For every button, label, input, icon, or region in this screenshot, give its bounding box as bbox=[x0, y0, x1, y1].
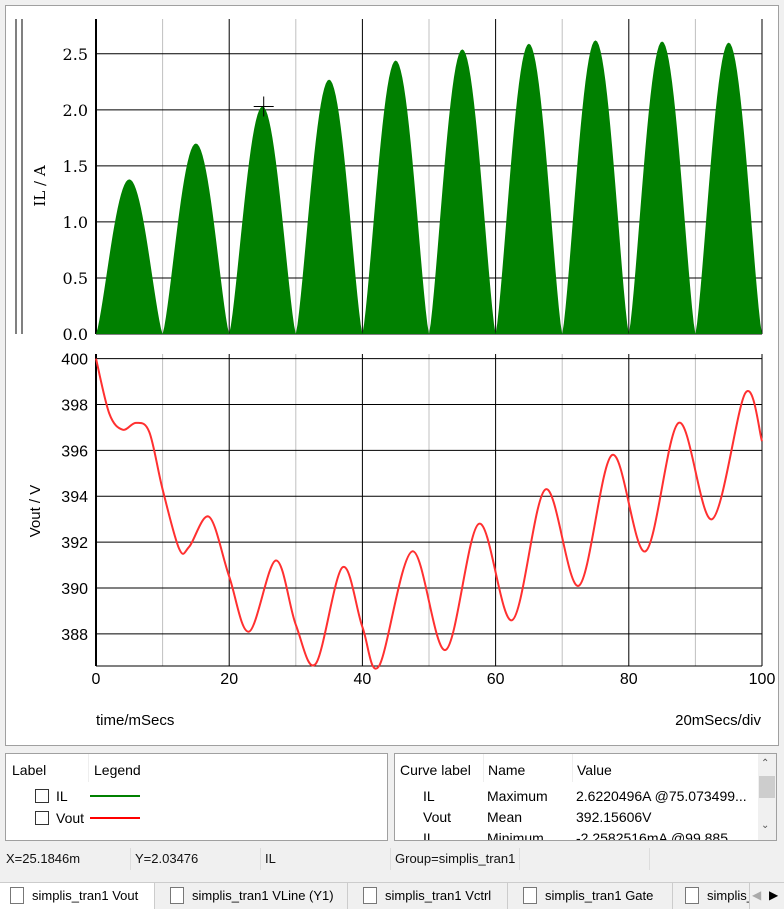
scroll-down-icon[interactable]: ⌄ bbox=[761, 820, 770, 831]
tab-vline[interactable]: simplis_tran1 VLine (Y1) bbox=[160, 883, 348, 909]
measure-name: Maximum bbox=[487, 788, 548, 804]
il-current-hump bbox=[429, 49, 496, 334]
tab-label: simplis_ bbox=[707, 888, 750, 903]
tab-label: simplis_tran1 Vout bbox=[32, 888, 139, 903]
x-tick-label: 20 bbox=[220, 671, 238, 688]
measure-scrollbar[interactable]: ⌃ ⌄ bbox=[758, 754, 776, 840]
legend-panel: Label Legend IL Vout bbox=[5, 753, 388, 841]
y-tick-label: 1.5 bbox=[63, 157, 88, 176]
tab-bar: simplis_tran1 Vout simplis_tran1 VLine (… bbox=[0, 882, 784, 909]
il-current-hump bbox=[628, 41, 696, 334]
il-current-hump bbox=[695, 42, 762, 335]
measure-header-curve: Curve label bbox=[400, 762, 471, 778]
x-tick-label: 100 bbox=[749, 671, 776, 688]
checkbox-vout[interactable] bbox=[35, 811, 49, 825]
tab-gate[interactable]: simplis_tran1 Gate bbox=[513, 883, 673, 909]
y-tick-label: 394 bbox=[61, 489, 88, 506]
measure-name: Minimum bbox=[487, 830, 544, 841]
status-x: X=25.1846m bbox=[6, 851, 81, 866]
y-tick-label: 1.0 bbox=[63, 213, 88, 232]
scroll-up-icon[interactable]: ⌃ bbox=[761, 758, 770, 769]
legend-header-legend: Legend bbox=[94, 762, 141, 778]
waveform-icon bbox=[170, 887, 184, 904]
legend-swatch-il bbox=[90, 795, 140, 797]
y-tick-label: 396 bbox=[61, 443, 88, 460]
y-tick-label: 388 bbox=[61, 627, 88, 644]
tab-scroll-right-icon[interactable]: ▶ bbox=[769, 888, 779, 902]
measure-value: 392.15606V bbox=[576, 809, 652, 825]
x-axis-label: time/mSecs bbox=[96, 712, 174, 729]
il-current-hump bbox=[162, 143, 230, 334]
x-div-label: 20mSecs/div bbox=[675, 712, 761, 729]
x-tick-label: 60 bbox=[487, 671, 505, 688]
x-tick-label: 80 bbox=[620, 671, 638, 688]
legend-swatch-vout bbox=[90, 817, 140, 819]
measure-name: Mean bbox=[487, 809, 523, 825]
y-tick-label: 390 bbox=[61, 581, 88, 598]
y-axis-label-vout: Vout / V bbox=[27, 485, 44, 538]
y-tick-label: 2.0 bbox=[63, 101, 88, 120]
il-current-hump bbox=[562, 40, 629, 334]
vout-curve bbox=[95, 358, 763, 670]
waveform-icon bbox=[10, 887, 24, 904]
waveform-icon bbox=[523, 887, 537, 904]
status-curve: IL bbox=[265, 851, 276, 866]
waveform-icon bbox=[685, 887, 699, 904]
waveform-icon bbox=[363, 887, 377, 904]
measure-curve: Vout bbox=[423, 809, 452, 825]
x-tick-label: 40 bbox=[354, 671, 372, 688]
legend-label-il: IL bbox=[56, 788, 68, 804]
legend-header-label: Label bbox=[12, 762, 47, 778]
y-tick-label: 400 bbox=[61, 352, 88, 369]
scroll-thumb[interactable] bbox=[759, 776, 775, 798]
y-axis-label-il: IL / A bbox=[31, 165, 49, 206]
il-current-hump bbox=[495, 43, 563, 335]
tab-scroll-left-icon[interactable]: ◀ bbox=[752, 888, 762, 902]
y-tick-label: 2.5 bbox=[63, 45, 88, 64]
y-tick-label: 398 bbox=[61, 397, 88, 414]
tab-more[interactable]: simplis_ bbox=[675, 883, 750, 909]
checkbox-il[interactable] bbox=[35, 789, 49, 803]
status-y: Y=2.03476 bbox=[135, 851, 199, 866]
y-tick-label: 0.0 bbox=[63, 325, 88, 344]
legend-label-vout: Vout bbox=[56, 810, 85, 826]
tab-label: simplis_tran1 VLine (Y1) bbox=[192, 888, 334, 903]
status-group: Group=simplis_tran1 bbox=[395, 851, 516, 866]
y-tick-label: 0.5 bbox=[63, 269, 88, 288]
tab-vctrl[interactable]: simplis_tran1 Vctrl bbox=[353, 883, 508, 909]
measure-curve: IL bbox=[423, 788, 435, 804]
measure-curve: IL bbox=[423, 830, 435, 841]
measure-value: -2.2582516mA @99.885 bbox=[576, 830, 728, 841]
x-tick-label: 0 bbox=[92, 671, 101, 688]
measure-header-name: Name bbox=[488, 762, 526, 778]
crosshair-cursor[interactable] bbox=[253, 96, 274, 117]
y-tick-label: 392 bbox=[61, 535, 88, 552]
il-current-hump bbox=[96, 179, 163, 334]
measure-header-value: Value bbox=[577, 762, 612, 778]
measure-value: 2.6220496A @75.073499... bbox=[576, 788, 747, 804]
tab-vout[interactable]: simplis_tran1 Vout bbox=[0, 883, 155, 909]
measurement-panel: Curve label Name Value IL Maximum 2.622049… bbox=[394, 753, 777, 841]
tab-label: simplis_tran1 Gate bbox=[545, 888, 654, 903]
plot-pane[interactable]: 0.0 0.5 1.0 1.5 2.0 2.5 388 390 392 394 396 398 400 0… bbox=[5, 5, 779, 746]
tab-label: simplis_tran1 Vctrl bbox=[385, 888, 492, 903]
il-current-hump bbox=[229, 106, 296, 335]
il-current-hump bbox=[295, 79, 363, 334]
il-current-hump bbox=[362, 60, 429, 334]
waveform-plot[interactable]: 0.0 0.5 1.0 1.5 2.0 2.5 388 390 392 394 396 398 400 0… bbox=[6, 6, 778, 745]
